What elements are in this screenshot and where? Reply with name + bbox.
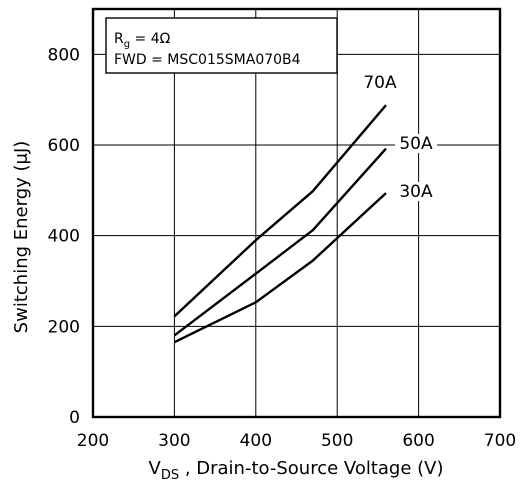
y-tick-label: 200 bbox=[48, 317, 80, 337]
series-lines bbox=[173, 104, 387, 344]
y-tick-labels: 0 200 400 600 800 bbox=[48, 45, 80, 428]
y-axis-label: Switching Energy (μJ) bbox=[11, 141, 32, 334]
legend-line-2: FWD = MSC015SMA070B4 bbox=[114, 52, 301, 68]
x-axis-label-rest: , Drain-to-Source Voltage (V) bbox=[179, 458, 443, 479]
x-tick-labels: 200 300 400 500 600 700 bbox=[77, 431, 516, 451]
x-axis-label-sub: DS bbox=[161, 468, 179, 483]
legend-rg-main: R bbox=[114, 31, 124, 47]
series-line-50a bbox=[173, 147, 387, 337]
series-label-30a: 30A bbox=[399, 182, 433, 202]
y-tick-label: 0 bbox=[69, 408, 80, 428]
series-label-bg bbox=[359, 73, 401, 92]
legend-rg-sub: g bbox=[124, 39, 130, 50]
legend-box: Rg = 4Ω FWD = MSC015SMA070B4 bbox=[105, 17, 338, 74]
series-label-bg bbox=[395, 134, 437, 153]
x-tick-label: 700 bbox=[484, 431, 516, 451]
series-line-70a bbox=[173, 104, 387, 318]
series-label-70a: 70A bbox=[363, 73, 397, 93]
legend-rg-rest: = 4Ω bbox=[130, 31, 171, 47]
legend-line-1: Rg = 4Ω bbox=[114, 31, 171, 50]
series-line-30a bbox=[173, 192, 387, 344]
x-tick-label: 600 bbox=[402, 431, 434, 451]
x-axis-label-main: V bbox=[149, 458, 162, 479]
x-axis-label: VDS , Drain-to-Source Voltage (V) bbox=[149, 458, 444, 483]
series-label-50a: 50A bbox=[399, 134, 433, 154]
y-tick-label: 600 bbox=[48, 136, 80, 156]
y-tick-label: 400 bbox=[48, 227, 80, 247]
x-tick-label: 400 bbox=[240, 431, 272, 451]
series-label-bg bbox=[395, 182, 437, 201]
plot-frame bbox=[91, 7, 502, 419]
y-tick-label: 800 bbox=[48, 45, 80, 65]
series-labels: 70A 50A 30A bbox=[359, 73, 437, 202]
x-tick-label: 200 bbox=[77, 431, 109, 451]
x-tick-label: 500 bbox=[321, 431, 353, 451]
x-tick-label: 300 bbox=[158, 431, 190, 451]
